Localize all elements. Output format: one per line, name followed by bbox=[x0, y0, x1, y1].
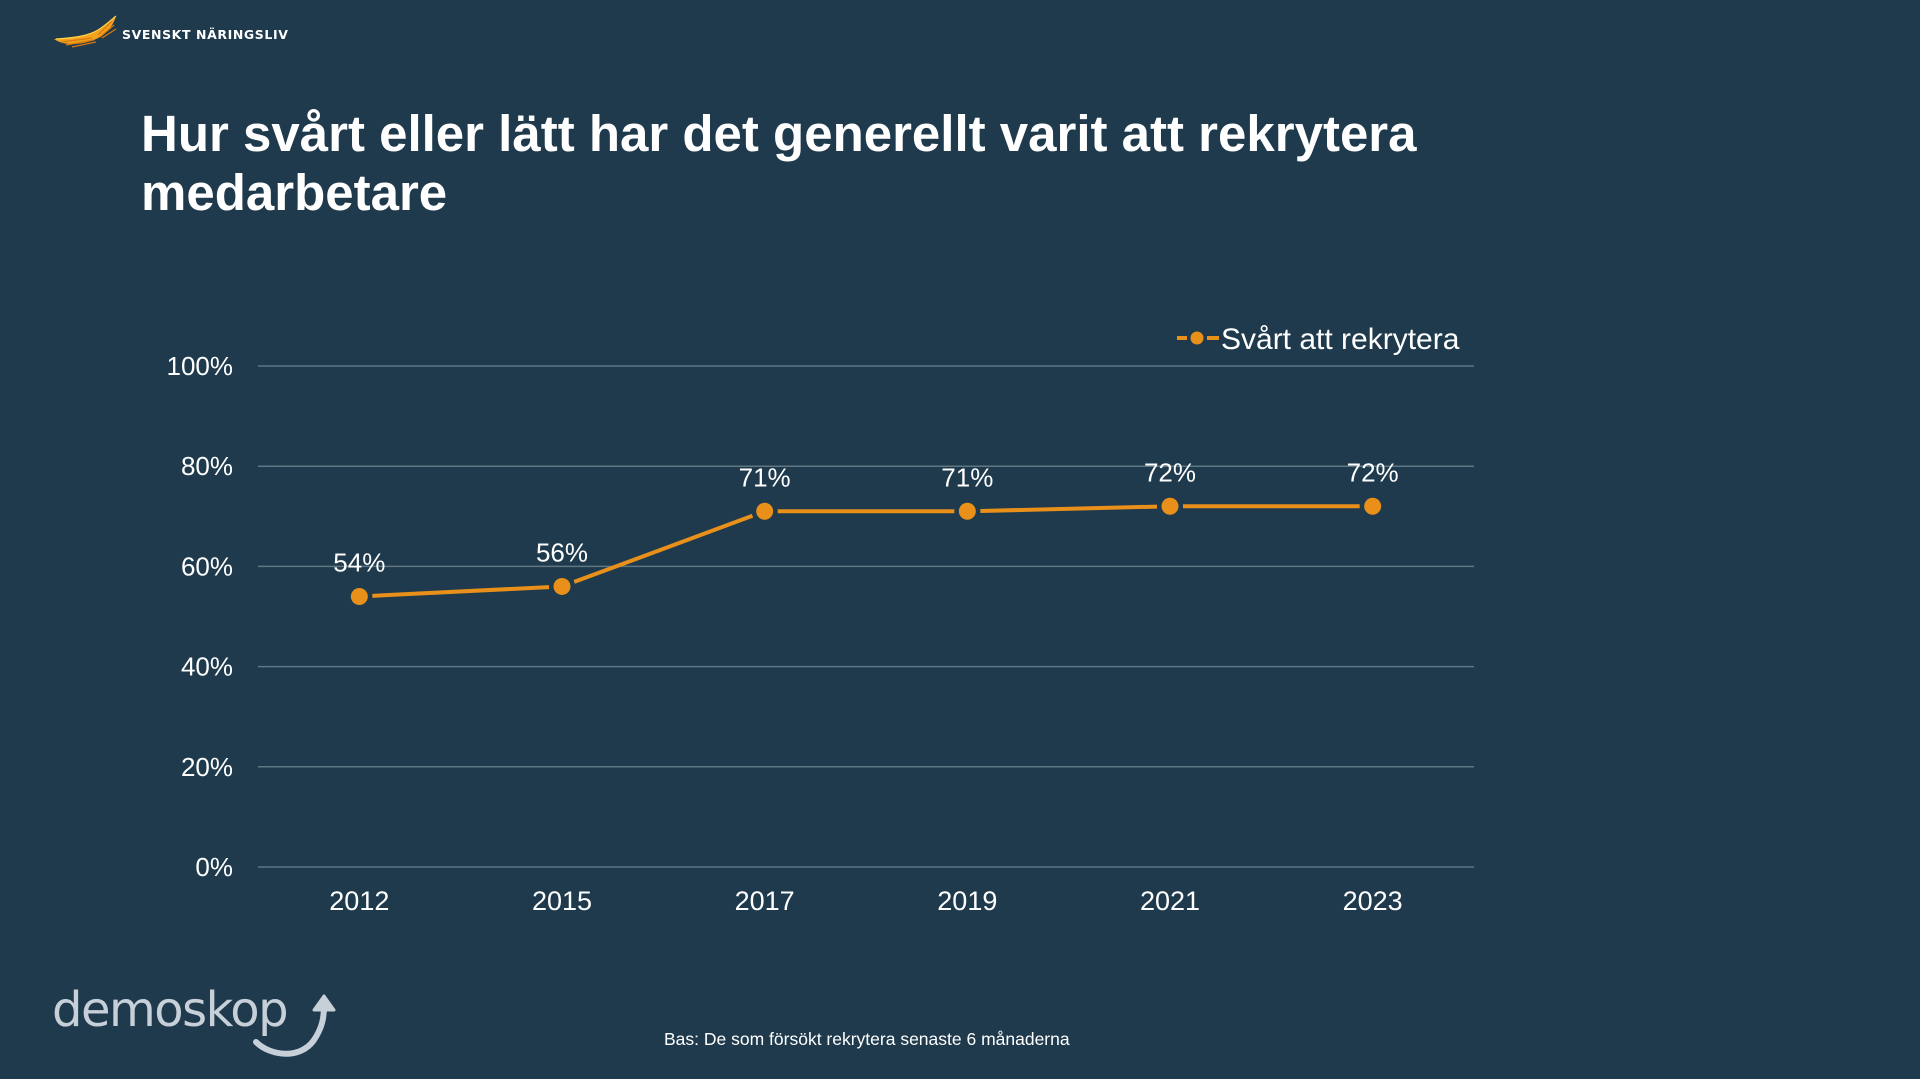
y-tick-label: 0% bbox=[195, 852, 233, 882]
y-tick-label: 20% bbox=[181, 752, 233, 782]
data-label: 56% bbox=[536, 537, 588, 567]
data-label: 71% bbox=[739, 462, 791, 492]
x-axis-tick-labels: 2012 2015 2017 2019 2021 2023 bbox=[329, 886, 1402, 916]
data-labels: 54% 56% 71% 71% 72% 72% bbox=[333, 457, 1398, 577]
legend-label: Svårt att rekrytera bbox=[1221, 323, 1460, 356]
data-label: 72% bbox=[1347, 457, 1399, 487]
x-tick-label: 2012 bbox=[329, 886, 389, 916]
page-title: Hur svårt eller lätt har det generellt v… bbox=[141, 105, 1417, 221]
y-tick-label: 40% bbox=[181, 652, 233, 682]
x-tick-label: 2017 bbox=[735, 886, 795, 916]
svenskt-naringsliv-logo: SVENSKT NÄRINGSLIV bbox=[52, 14, 288, 50]
data-label: 71% bbox=[941, 462, 993, 492]
line-segment bbox=[980, 504, 1158, 513]
x-tick-label: 2019 bbox=[937, 886, 997, 916]
demoskop-logo: demoskop bbox=[50, 982, 350, 1064]
legend-marker bbox=[1190, 331, 1204, 345]
y-tick-label: 60% bbox=[181, 551, 233, 581]
series-markers bbox=[350, 497, 1382, 605]
data-point-2021 bbox=[1161, 497, 1179, 515]
data-point-2015 bbox=[553, 577, 571, 595]
x-tick-label: 2021 bbox=[1140, 886, 1200, 916]
x-tick-label: 2023 bbox=[1343, 886, 1403, 916]
line-segment bbox=[573, 513, 754, 584]
data-label: 54% bbox=[333, 547, 385, 577]
wing-icon bbox=[54, 15, 117, 48]
gridlines bbox=[258, 365, 1474, 868]
legend: Svårt att rekrytera bbox=[1177, 323, 1460, 356]
y-axis-tick-labels: 0% 20% 40% 60% 80% 100% bbox=[167, 351, 234, 882]
demoskop-name: demoskop bbox=[52, 982, 289, 1038]
brand-name: SVENSKT NÄRINGSLIV bbox=[122, 26, 289, 42]
data-point-2023 bbox=[1364, 497, 1382, 515]
y-tick-label: 80% bbox=[181, 451, 233, 481]
footnote: Bas: De som försökt rekrytera senaste 6 … bbox=[664, 1029, 1070, 1049]
data-point-2019 bbox=[958, 502, 976, 520]
curved-arrow-up-icon bbox=[253, 994, 336, 1057]
y-tick-label: 100% bbox=[167, 351, 234, 381]
data-point-2012 bbox=[350, 587, 368, 605]
line-segment bbox=[372, 585, 550, 598]
series-line bbox=[372, 504, 1360, 598]
data-label: 72% bbox=[1144, 457, 1196, 487]
x-tick-label: 2015 bbox=[532, 886, 592, 916]
data-point-2017 bbox=[756, 502, 774, 520]
